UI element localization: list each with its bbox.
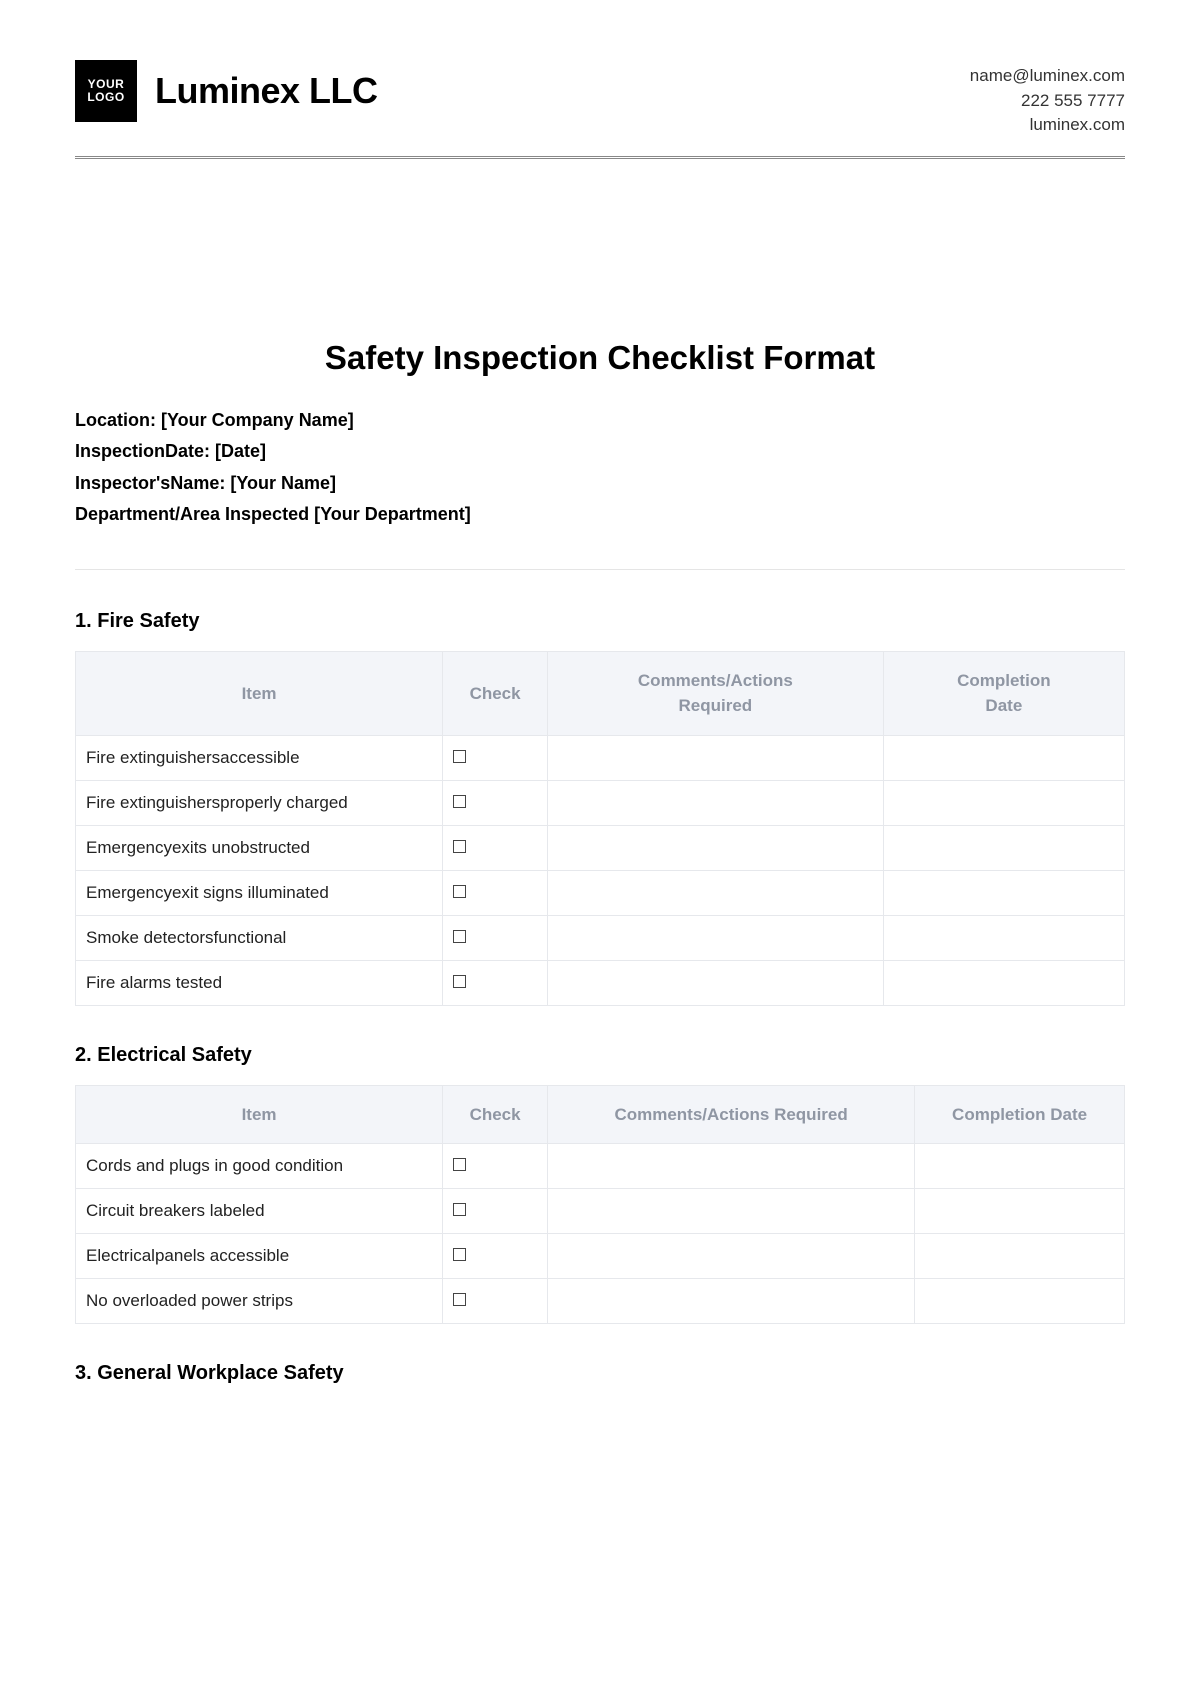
checkbox-icon[interactable] (453, 1248, 466, 1261)
checkbox-icon[interactable] (453, 840, 466, 853)
checkbox-icon[interactable] (453, 1293, 466, 1306)
check-cell (443, 1189, 548, 1234)
item-cell: Circuit breakers labeled (76, 1189, 443, 1234)
checkbox-icon[interactable] (453, 975, 466, 988)
inspector-name-label: Inspector'sName: (75, 473, 225, 493)
checklist-table: ItemCheckComments/ActionsRequiredComplet… (75, 651, 1125, 1006)
completion-date-cell[interactable] (915, 1279, 1125, 1324)
checkbox-icon[interactable] (453, 1203, 466, 1216)
item-cell: Emergencyexits unobstructed (76, 825, 443, 870)
table-header: Completion Date (915, 1085, 1125, 1144)
item-cell: Fire alarms tested (76, 960, 443, 1005)
completion-date-cell[interactable] (915, 1144, 1125, 1189)
check-cell (443, 825, 548, 870)
completion-date-cell[interactable] (883, 870, 1124, 915)
completion-date-cell[interactable] (915, 1189, 1125, 1234)
checklist-table: ItemCheckComments/Actions RequiredComple… (75, 1085, 1125, 1325)
table-header: Comments/ActionsRequired (548, 651, 884, 735)
table-header: Item (76, 1085, 443, 1144)
comments-cell[interactable] (548, 825, 884, 870)
check-cell (443, 915, 548, 960)
table-header: Item (76, 651, 443, 735)
item-cell: Electricalpanels accessible (76, 1234, 443, 1279)
comments-cell[interactable] (548, 1279, 915, 1324)
comments-cell[interactable] (548, 1189, 915, 1234)
completion-date-cell[interactable] (915, 1234, 1125, 1279)
table-row: Fire alarms tested (76, 960, 1125, 1005)
table-row: Circuit breakers labeled (76, 1189, 1125, 1234)
contact-phone: 222 555 7777 (970, 89, 1125, 114)
comments-cell[interactable] (548, 1234, 915, 1279)
comments-cell[interactable] (548, 1144, 915, 1189)
table-row: Cords and plugs in good condition (76, 1144, 1125, 1189)
completion-date-cell[interactable] (883, 825, 1124, 870)
item-cell: Cords and plugs in good condition (76, 1144, 443, 1189)
inspection-date-value: [Date] (215, 441, 266, 461)
completion-date-cell[interactable] (883, 735, 1124, 780)
item-cell: Fire extinguishersaccessible (76, 735, 443, 780)
contact-web: luminex.com (970, 113, 1125, 138)
section-title: 3. General Workplace Safety (75, 1362, 1125, 1385)
table-row: Emergencyexit signs illuminated (76, 870, 1125, 915)
checkbox-icon[interactable] (453, 1158, 466, 1171)
comments-cell[interactable] (548, 870, 884, 915)
checkbox-icon[interactable] (453, 750, 466, 763)
table-row: Smoke detectorsfunctional (76, 915, 1125, 960)
check-cell (443, 1279, 548, 1324)
page-title: Safety Inspection Checklist Format (75, 339, 1125, 377)
checkbox-icon[interactable] (453, 795, 466, 808)
sections-container: 1. Fire SafetyItemCheckComments/ActionsR… (75, 610, 1125, 1386)
header: YOUR LOGO Luminex LLC name@luminex.com 2… (75, 60, 1125, 138)
section-title: 1. Fire Safety (75, 610, 1125, 633)
header-divider (75, 156, 1125, 159)
table-row: Fire extinguishersaccessible (76, 735, 1125, 780)
location-value: [Your Company Name] (161, 410, 354, 430)
inspector-name-value: [Your Name] (230, 473, 336, 493)
inspection-date-label: InspectionDate: (75, 441, 210, 461)
comments-cell[interactable] (548, 960, 884, 1005)
check-cell (443, 960, 548, 1005)
logo-placeholder: YOUR LOGO (75, 60, 137, 122)
comments-cell[interactable] (548, 915, 884, 960)
table-row: Emergencyexits unobstructed (76, 825, 1125, 870)
checkbox-icon[interactable] (453, 930, 466, 943)
check-cell (443, 780, 548, 825)
table-header: Comments/Actions Required (548, 1085, 915, 1144)
item-cell: Smoke detectorsfunctional (76, 915, 443, 960)
check-cell (443, 1144, 548, 1189)
section-title: 2. Electrical Safety (75, 1044, 1125, 1067)
logo-text-line2: LOGO (87, 91, 124, 104)
header-left: YOUR LOGO Luminex LLC (75, 60, 378, 122)
item-cell: No overloaded power strips (76, 1279, 443, 1324)
table-row: No overloaded power strips (76, 1279, 1125, 1324)
check-cell (443, 1234, 548, 1279)
table-row: Electricalpanels accessible (76, 1234, 1125, 1279)
check-cell (443, 870, 548, 915)
table-header: CompletionDate (883, 651, 1124, 735)
comments-cell[interactable] (548, 735, 884, 780)
table-row: Fire extinguishersproperly charged (76, 780, 1125, 825)
item-cell: Fire extinguishersproperly charged (76, 780, 443, 825)
location-label: Location: (75, 410, 156, 430)
table-header: Check (443, 651, 548, 735)
meta-block: Location: [Your Company Name] Inspection… (75, 405, 1125, 531)
comments-cell[interactable] (548, 780, 884, 825)
table-header: Check (443, 1085, 548, 1144)
contact-email: name@luminex.com (970, 64, 1125, 89)
item-cell: Emergencyexit signs illuminated (76, 870, 443, 915)
completion-date-cell[interactable] (883, 915, 1124, 960)
completion-date-cell[interactable] (883, 780, 1124, 825)
meta-divider (75, 569, 1125, 570)
completion-date-cell[interactable] (883, 960, 1124, 1005)
checkbox-icon[interactable] (453, 885, 466, 898)
department-label: Department/Area Inspected (75, 504, 309, 524)
company-name: Luminex LLC (155, 70, 378, 112)
header-contact: name@luminex.com 222 555 7777 luminex.co… (970, 60, 1125, 138)
check-cell (443, 735, 548, 780)
department-value: [Your Department] (314, 504, 471, 524)
